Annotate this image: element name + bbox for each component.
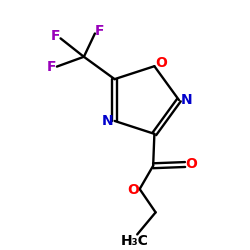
Text: F: F	[47, 60, 56, 74]
Text: O: O	[155, 56, 167, 70]
Text: F: F	[95, 24, 104, 38]
Text: N: N	[180, 92, 192, 106]
Text: F: F	[50, 29, 60, 43]
Text: O: O	[127, 183, 139, 197]
Text: O: O	[185, 157, 197, 171]
Text: N: N	[102, 114, 113, 128]
Text: H₃C: H₃C	[121, 234, 149, 248]
